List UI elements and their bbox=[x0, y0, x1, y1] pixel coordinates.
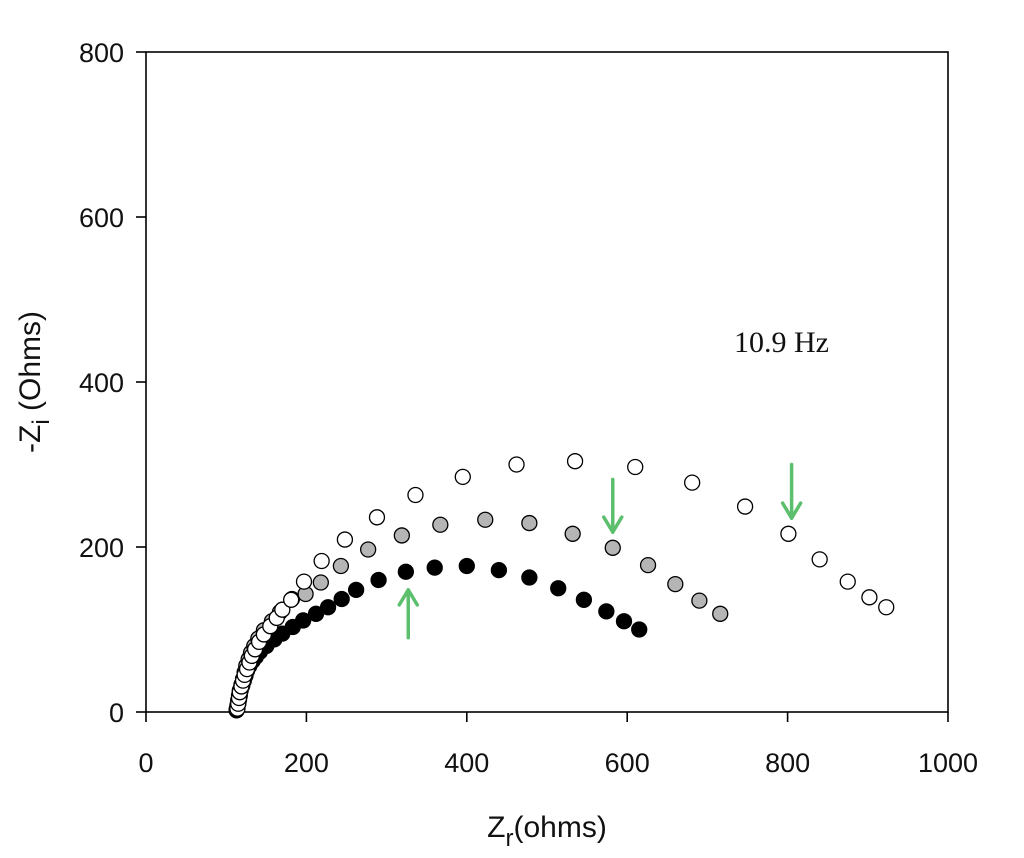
x-axis-label: Zr(ohms) bbox=[487, 811, 607, 852]
series-layer bbox=[228, 453, 895, 719]
data-point bbox=[575, 591, 593, 608]
y-axis-label-sub: i bbox=[28, 419, 55, 424]
x-axis-label-main: Z bbox=[487, 811, 505, 844]
y-tick-label: 0 bbox=[109, 698, 124, 728]
data-point bbox=[295, 573, 313, 590]
data-point bbox=[333, 590, 350, 608]
x-tick-label: 600 bbox=[605, 748, 650, 778]
data-point bbox=[604, 539, 621, 556]
arrow-head bbox=[397, 588, 420, 607]
series-filled-black bbox=[228, 557, 648, 719]
data-point bbox=[667, 575, 684, 593]
x-tick-label: 800 bbox=[765, 748, 810, 778]
x-axis-ticks: 0 200 400 600 800 1000 bbox=[138, 712, 978, 778]
data-point bbox=[432, 516, 449, 533]
data-point bbox=[477, 511, 494, 528]
data-point bbox=[631, 621, 648, 638]
data-point bbox=[490, 561, 508, 579]
data-point bbox=[615, 613, 633, 630]
y-axis-label: -Zi (Ohms) bbox=[14, 311, 55, 453]
data-point bbox=[736, 498, 754, 515]
x-tick-label: 200 bbox=[284, 748, 329, 778]
data-point bbox=[295, 612, 312, 629]
y-axis-label-rest: (Ohms) bbox=[14, 311, 47, 419]
x-tick-label: 1000 bbox=[918, 748, 978, 778]
data-point bbox=[684, 474, 701, 491]
data-point bbox=[712, 605, 729, 622]
y-tick-label: 600 bbox=[79, 203, 124, 233]
data-point bbox=[550, 580, 567, 597]
data-point bbox=[861, 589, 878, 606]
x-tick-label: 400 bbox=[444, 748, 489, 778]
data-point bbox=[368, 509, 386, 526]
data-point bbox=[393, 527, 410, 544]
y-tick-label: 400 bbox=[79, 368, 124, 398]
arrow-down-marker bbox=[602, 477, 624, 534]
data-point bbox=[839, 573, 856, 590]
data-point bbox=[878, 599, 895, 616]
data-point bbox=[627, 458, 644, 476]
data-point bbox=[598, 603, 615, 620]
data-point bbox=[639, 557, 657, 574]
data-point bbox=[508, 456, 525, 473]
y-tick-label: 200 bbox=[79, 533, 124, 563]
annotation-label: 10.9 Hz bbox=[734, 326, 829, 359]
data-point bbox=[336, 531, 354, 548]
series-open bbox=[229, 453, 895, 717]
y-tick-label: 800 bbox=[79, 38, 124, 68]
arrow-head bbox=[780, 501, 803, 520]
plot-frame bbox=[145, 51, 949, 713]
data-point bbox=[332, 557, 350, 575]
arrow-down-marker bbox=[780, 462, 803, 520]
data-point bbox=[566, 453, 584, 470]
data-point bbox=[458, 557, 475, 575]
data-point bbox=[347, 581, 365, 599]
y-axis-label-prefix: -Z bbox=[14, 425, 47, 453]
data-point bbox=[780, 525, 797, 542]
marker-layer bbox=[397, 462, 803, 640]
x-axis-label-rest: (ohms) bbox=[513, 811, 606, 844]
arrow-up-marker bbox=[397, 588, 420, 640]
data-point bbox=[312, 574, 329, 591]
data-point bbox=[370, 571, 387, 589]
data-point bbox=[426, 559, 443, 576]
data-point bbox=[360, 541, 377, 558]
data-point bbox=[521, 569, 538, 586]
data-point bbox=[319, 599, 337, 616]
arrow-head bbox=[602, 515, 624, 534]
data-point bbox=[407, 486, 424, 504]
x-tick-label: 0 bbox=[138, 748, 153, 778]
data-point bbox=[397, 563, 414, 580]
data-point bbox=[691, 592, 708, 609]
y-axis-ticks: 0 200 400 600 800 bbox=[79, 38, 146, 728]
data-point bbox=[313, 552, 330, 570]
x-axis-label-sub: r bbox=[505, 825, 513, 852]
data-point bbox=[521, 514, 538, 532]
data-point bbox=[454, 468, 471, 486]
data-point bbox=[283, 591, 300, 608]
data-point bbox=[564, 525, 581, 542]
data-point bbox=[811, 551, 828, 568]
